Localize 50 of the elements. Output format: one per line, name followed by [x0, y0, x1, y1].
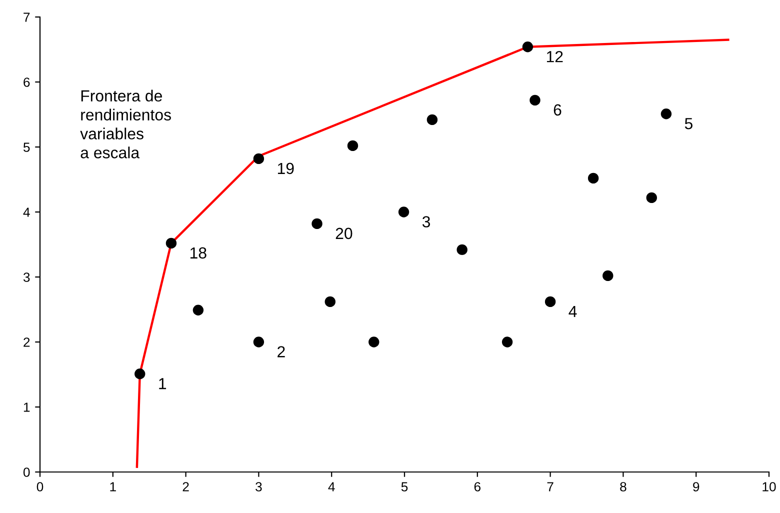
- point: [192, 304, 204, 316]
- x-tick-label: 7: [547, 482, 554, 492]
- point: [347, 140, 358, 152]
- x-tick-label: 8: [620, 482, 626, 492]
- y-tick-label: 1: [24, 402, 30, 412]
- point: [660, 108, 672, 120]
- point: [426, 114, 438, 126]
- x-tick-label: 6: [474, 482, 480, 492]
- point: [522, 42, 534, 52]
- point: [588, 172, 599, 184]
- x-tick-label: 10: [762, 482, 776, 492]
- annotation: 6: [554, 104, 562, 116]
- y-tick-label: 5: [23, 142, 30, 152]
- x-tick-label: 1: [110, 482, 116, 492]
- point: [166, 238, 177, 249]
- point: [253, 336, 264, 348]
- point: [456, 244, 468, 256]
- x-tick-label: 3: [256, 482, 262, 492]
- point: [134, 368, 146, 380]
- point: [646, 192, 657, 204]
- annotation: 1: [159, 378, 166, 390]
- annotation: 5: [684, 118, 692, 130]
- annotation: 18: [190, 247, 206, 259]
- point: [502, 336, 513, 348]
- y-tick-label: 3: [23, 272, 30, 282]
- x-tick-label: 9: [693, 482, 700, 492]
- annotation: 2: [278, 346, 285, 358]
- annotation: 19: [278, 162, 294, 174]
- y-tick-label: 6: [24, 78, 30, 87]
- point: [324, 296, 336, 308]
- y-tick-label: 4: [23, 208, 30, 217]
- y-tick-label: 0: [23, 468, 30, 477]
- point: [530, 94, 540, 106]
- point: [602, 270, 614, 282]
- y-tick-label: 7: [24, 12, 30, 22]
- point: [253, 153, 264, 164]
- annotation: 12: [546, 50, 563, 62]
- annotation: 20: [336, 228, 352, 240]
- annotation: 4: [568, 306, 577, 317]
- annotation: Frontera de rendimientos variables a escala: [80, 90, 171, 158]
- x-tick-label: 5: [401, 482, 408, 492]
- annotation: 3: [422, 216, 430, 228]
- point: [398, 206, 410, 218]
- point: [312, 218, 322, 230]
- point: [544, 296, 556, 308]
- x-tick-label: 4: [328, 482, 335, 492]
- point: [368, 336, 380, 348]
- x-tick-label: 0: [36, 482, 44, 492]
- x-tick-label: 2: [182, 482, 189, 492]
- y-tick-label: 2: [24, 338, 30, 347]
